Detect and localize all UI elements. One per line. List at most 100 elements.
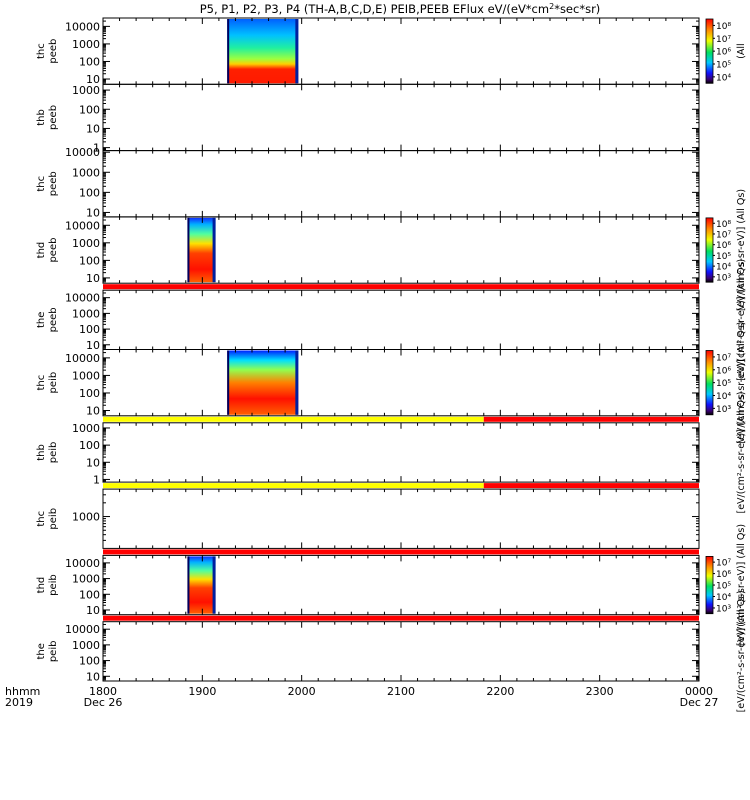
- y-tick-label: 100: [79, 186, 100, 199]
- spectrogram-edge: [187, 556, 190, 614]
- y-tick-label: 10: [86, 122, 100, 135]
- y-tick-label: 1: [93, 473, 100, 486]
- y-tick-label: 10000: [65, 557, 100, 570]
- y-tick-label: 1000: [72, 237, 100, 250]
- colorbar: [705, 556, 714, 615]
- colorbar: [705, 217, 714, 283]
- colorbar-tick-label: 10⁸: [716, 220, 731, 230]
- y-tick-label: 100: [79, 323, 100, 336]
- chart-title: P5, P1, P2, P3, P4 (TH-A,B,C,D,E) PEIB,P…: [200, 2, 601, 16]
- x-tick-label: 2200: [486, 685, 514, 698]
- y-tick-label: 10: [86, 604, 100, 617]
- y-tick-label: 10000: [65, 623, 100, 636]
- colorbar-tick-label: 10³: [716, 604, 731, 614]
- colorbar-tick-label: 10⁷: [716, 559, 731, 569]
- y-tick-label: 10000: [65, 352, 100, 365]
- colorbar-tick-label: 10³: [716, 405, 731, 415]
- colorbar-tick-label: 10⁵: [716, 61, 731, 71]
- colorbar: [705, 18, 714, 84]
- x-tick-label: 2300: [586, 685, 614, 698]
- status-bar-segment: [103, 284, 699, 290]
- status-bar-segment: [483, 483, 699, 489]
- colorbar-tick-label: 10⁷: [716, 230, 731, 240]
- panel-thc-peeb: 10 100 1000 10000 thcpeeb 10⁴ 10⁵ 10⁶ 10⁷ 10⁸ (All: [36, 17, 747, 86]
- colorbar-tick-label: 10⁵: [716, 582, 731, 592]
- y-axis-label: thcpeeb: [36, 171, 59, 196]
- y-tick-label: 1000: [72, 422, 100, 435]
- y-tick-label: 10000: [65, 219, 100, 232]
- y-tick-label: 1000: [72, 511, 100, 524]
- colorbar-tick-label: 10⁴: [716, 73, 731, 83]
- x-tick-label: 1800: [89, 685, 117, 698]
- y-tick-label: 10: [86, 73, 100, 86]
- y-axis-label: thcpeib: [36, 508, 59, 530]
- x-start-date: Dec 26: [84, 696, 123, 709]
- colorbar-tick-label: 10⁷: [716, 35, 731, 45]
- y-tick-label: 1000: [72, 84, 100, 97]
- panel-frame: [102, 150, 700, 218]
- y-tick-label: 100: [79, 55, 100, 68]
- colorbar-tick-label: 10⁵: [716, 252, 731, 262]
- colorbar-label: [eV/(cm²-s-sr-eV)] (All Qs): [736, 524, 747, 646]
- panel-frame: [102, 349, 700, 417]
- colorbar-label: [eV/(cm²-s-sr-eV)] (All Qs): [736, 391, 747, 513]
- y-axis-label: thbpeeb: [36, 105, 59, 130]
- spectrogram-interval: [227, 19, 299, 84]
- panel-frame: [102, 422, 700, 483]
- y-tick-label: 10000: [65, 20, 100, 33]
- y-axis-label: thdpeeb: [36, 238, 59, 263]
- status-bar-segment: [103, 416, 484, 422]
- y-axis-label: thepeib: [36, 641, 59, 663]
- y-axis-label: thcpeib: [36, 372, 59, 394]
- colorbar-tick-label: 10³: [716, 273, 731, 283]
- y-tick-label: 100: [79, 439, 100, 452]
- y-tick-label: 100: [79, 254, 100, 267]
- colorbar-label: [eV/(cm²-s-sr-eV)] (All Qs): [736, 189, 747, 311]
- y-axis-label: thbpeib: [36, 442, 59, 464]
- spectrogram-edge: [227, 19, 230, 84]
- spectrogram-edge: [295, 350, 299, 415]
- y-tick-label: 1000: [72, 573, 100, 586]
- y-tick-label: 100: [79, 655, 100, 668]
- y-axis-label: thcpeeb: [36, 39, 59, 64]
- y-tick-label: 10: [86, 206, 100, 219]
- colorbar-tick-label: 10⁵: [716, 379, 731, 389]
- y-tick-label: 1000: [72, 307, 100, 320]
- y-axis-label: thepeeb: [36, 307, 59, 332]
- colorbar-label: [eV/(cm²-s-sr-eV)] (All Qs): [736, 590, 747, 712]
- status-bar-segment: [103, 615, 699, 621]
- status-bar-segment: [483, 416, 699, 422]
- spectrogram-edge: [212, 556, 216, 614]
- colorbar-tick-label: 10⁸: [716, 22, 731, 32]
- spectrogram-edge: [295, 19, 299, 84]
- y-tick-label: 10: [86, 339, 100, 352]
- panel-frame: [102, 289, 700, 351]
- x-axis-units: hhmm: [5, 685, 40, 698]
- panel-frame: [102, 83, 700, 152]
- panel-thb-peib: 1 10 100 1000 thbpeib [eV/(cm²-s-sr-eV)] (All…: [36, 391, 747, 513]
- colorbar-tick-label: 10⁶: [716, 366, 731, 376]
- y-tick-label: 1000: [72, 38, 100, 51]
- colorbar: [705, 350, 714, 416]
- status-bar-segment: [103, 483, 484, 489]
- y-tick-label: 100: [79, 103, 100, 116]
- x-end-date: Dec 27: [680, 696, 719, 709]
- spectrogram-edge: [212, 217, 216, 283]
- x-tick-label: 1900: [188, 685, 216, 698]
- y-tick-label: 1000: [72, 166, 100, 179]
- y-tick-label: 10000: [65, 292, 100, 305]
- colorbar-label: [eV/(cm²-s-sr-eV)] (All Qs): [736, 322, 747, 444]
- y-tick-label: 10: [86, 272, 100, 285]
- y-tick-label: 1000: [72, 369, 100, 382]
- panel-thc-peib: 10 100 1000 10000 thcpeib 10³ 10⁴ 10⁵ 10⁶ 10⁷ [eV/…: [36, 322, 747, 444]
- x-tick-label: 2000: [288, 685, 316, 698]
- colorbar-tick-label: 10⁶: [716, 241, 731, 251]
- colorbar-tick-label: 10⁷: [716, 353, 731, 363]
- panel-the-peib: 10 100 1000 10000 thepeib [eV/(cm²-s-sr-eV)] …: [36, 590, 747, 712]
- y-tick-label: 100: [79, 588, 100, 601]
- y-tick-label: 1: [93, 142, 100, 155]
- panel-thc-peib: 1000 thcpeib: [36, 483, 700, 549]
- colorbar-tick-label: 10⁴: [716, 392, 731, 402]
- y-tick-label: 1000: [72, 639, 100, 652]
